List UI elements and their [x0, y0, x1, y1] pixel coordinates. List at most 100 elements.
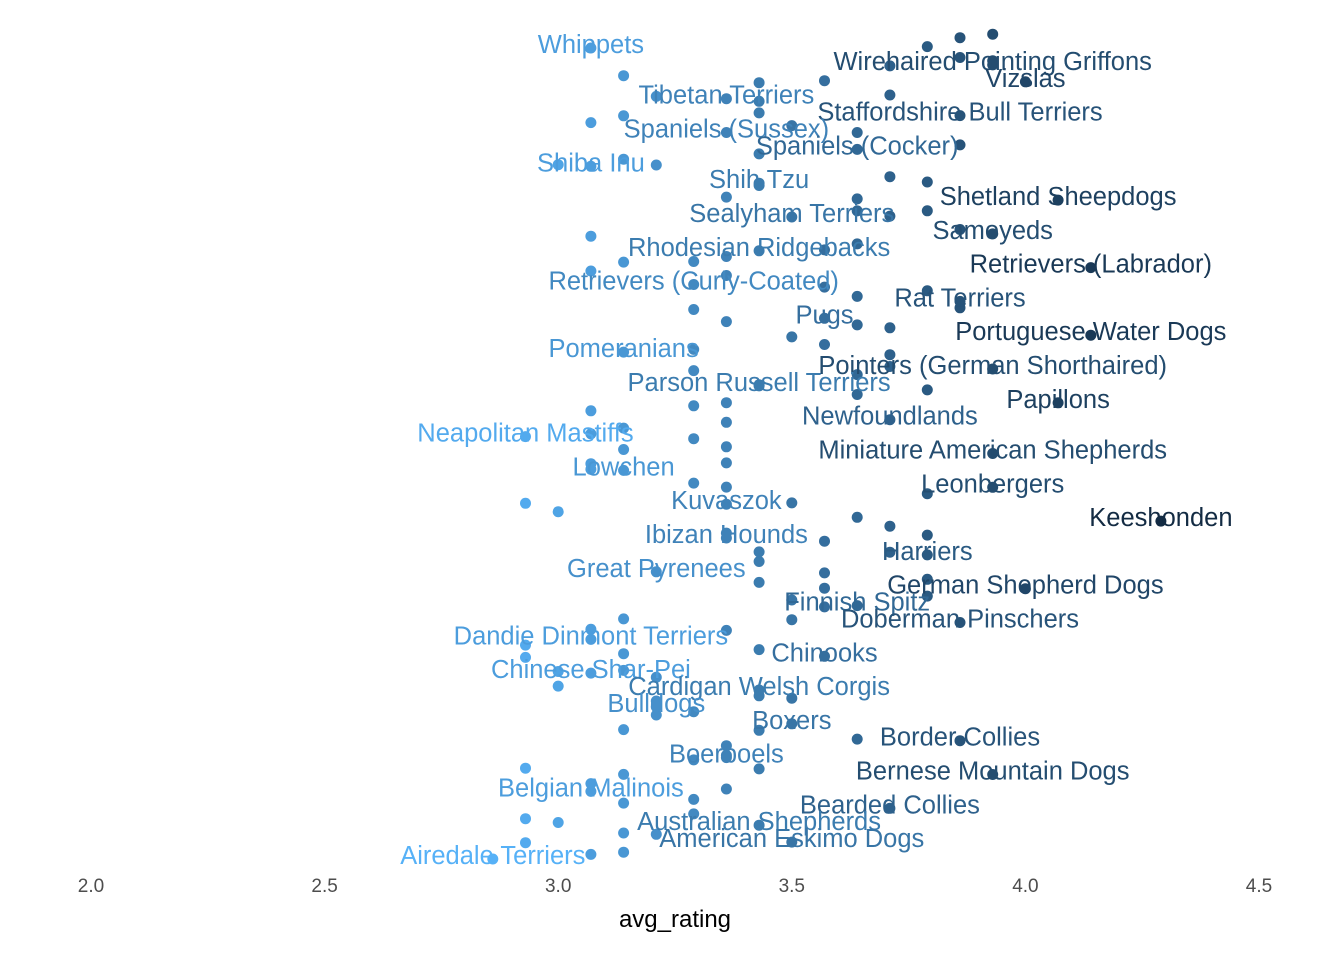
- x-tick-label: 3.0: [545, 876, 571, 897]
- data-point: [520, 837, 531, 849]
- data-point: [1052, 397, 1064, 409]
- data-point: [1155, 515, 1167, 527]
- point-label: Great Pyrenees: [567, 555, 746, 583]
- point-label: Wirehaired Pointing Griffons: [833, 48, 1151, 76]
- data-point: [720, 532, 732, 544]
- data-point: [786, 594, 798, 606]
- data-point: [851, 205, 863, 217]
- data-point: [819, 601, 830, 613]
- data-point: [987, 448, 999, 459]
- data-point: [786, 120, 798, 132]
- point-label: Doberman Pinschers: [841, 606, 1079, 634]
- point-label: German Shepherd Dogs: [887, 572, 1163, 600]
- data-point: [851, 600, 863, 612]
- data-point: [884, 210, 896, 222]
- data-point: [650, 566, 662, 578]
- data-point: [753, 576, 765, 588]
- data-point: [753, 107, 765, 119]
- points-layer: [487, 28, 1167, 865]
- data-point: [618, 422, 630, 434]
- data-point: [720, 740, 732, 752]
- data-point: [720, 397, 732, 409]
- data-point: [851, 127, 863, 138]
- data-point: [753, 177, 765, 189]
- point-label: Belgian Malinois: [498, 774, 684, 802]
- x-tick-label: 2.5: [311, 876, 337, 897]
- point-label: Pointers (German Shorthaired): [818, 352, 1167, 380]
- data-point: [753, 148, 765, 160]
- data-point: [720, 624, 732, 636]
- data-point: [618, 648, 630, 660]
- data-point: [650, 709, 662, 721]
- data-point: [618, 346, 630, 358]
- data-point: [884, 171, 896, 183]
- data-point: [1019, 76, 1031, 88]
- data-point: [487, 853, 499, 865]
- data-point: [786, 614, 798, 626]
- data-point: [921, 590, 933, 602]
- point-label: Harriers: [882, 538, 973, 566]
- data-point: [987, 481, 999, 493]
- data-point: [552, 666, 564, 677]
- data-point: [954, 224, 966, 235]
- data-point: [884, 546, 896, 558]
- x-tick-label: 2.0: [78, 876, 104, 897]
- data-point: [688, 365, 700, 377]
- data-point: [618, 70, 630, 82]
- point-label: Pugs: [795, 301, 853, 329]
- data-point: [720, 416, 732, 428]
- data-point: [618, 110, 630, 122]
- point-label: Boerboels: [669, 741, 784, 769]
- data-point: [819, 75, 830, 87]
- point-label: Shih Tzu: [709, 166, 809, 194]
- point-label: Parson Russell Terriers: [628, 369, 891, 397]
- data-point: [618, 664, 630, 676]
- data-point: [921, 488, 933, 500]
- data-point: [585, 405, 597, 417]
- data-point: [884, 414, 896, 426]
- data-point: [753, 644, 765, 656]
- data-point: [688, 793, 700, 805]
- point-label: Spaniels (Cocker): [756, 132, 959, 160]
- point-label: Ibizan Hounds: [645, 521, 808, 549]
- data-point: [720, 783, 732, 795]
- data-point: [921, 41, 933, 53]
- data-point: [585, 848, 597, 860]
- data-point: [819, 535, 830, 547]
- data-point: [688, 256, 700, 267]
- data-point: [552, 680, 564, 692]
- data-point: [585, 265, 597, 277]
- data-point: [688, 433, 700, 445]
- data-point: [987, 769, 999, 780]
- data-point: [884, 60, 896, 72]
- data-point: [720, 251, 732, 262]
- data-point: [884, 349, 896, 361]
- data-point: [520, 651, 531, 663]
- data-point: [688, 808, 700, 820]
- point-label: Rhodesian Ridgebacks: [628, 234, 890, 262]
- point-labels-layer: Whippets Wirehaired Pointing GriffonsVizs…: [400, 31, 1232, 870]
- data-point: [851, 389, 863, 400]
- data-point: [884, 89, 896, 101]
- data-point: [753, 77, 765, 89]
- point-label: Samoyeds: [932, 217, 1052, 245]
- data-point: [954, 110, 966, 122]
- point-label: Neapolitan Mastiffs: [417, 420, 633, 448]
- data-point: [618, 464, 630, 476]
- point-label: Vizslas: [985, 65, 1065, 93]
- x-axis: 2.0 2.5 3.0 3.5 4.0 4.5: [78, 876, 1272, 897]
- data-point: [688, 754, 700, 766]
- data-point: [618, 444, 630, 455]
- data-point: [819, 567, 830, 579]
- point-label: Spaniels (Sussex): [624, 116, 830, 144]
- data-point: [753, 684, 765, 696]
- point-label: Sealyham Terriers: [689, 200, 894, 228]
- data-point: [585, 160, 597, 172]
- x-tick-label: 4.5: [1246, 876, 1272, 897]
- data-point: [987, 228, 999, 240]
- data-point: [585, 778, 597, 790]
- data-point: [618, 613, 630, 625]
- data-point: [786, 718, 798, 730]
- data-point: [987, 59, 999, 71]
- data-point: [851, 319, 863, 331]
